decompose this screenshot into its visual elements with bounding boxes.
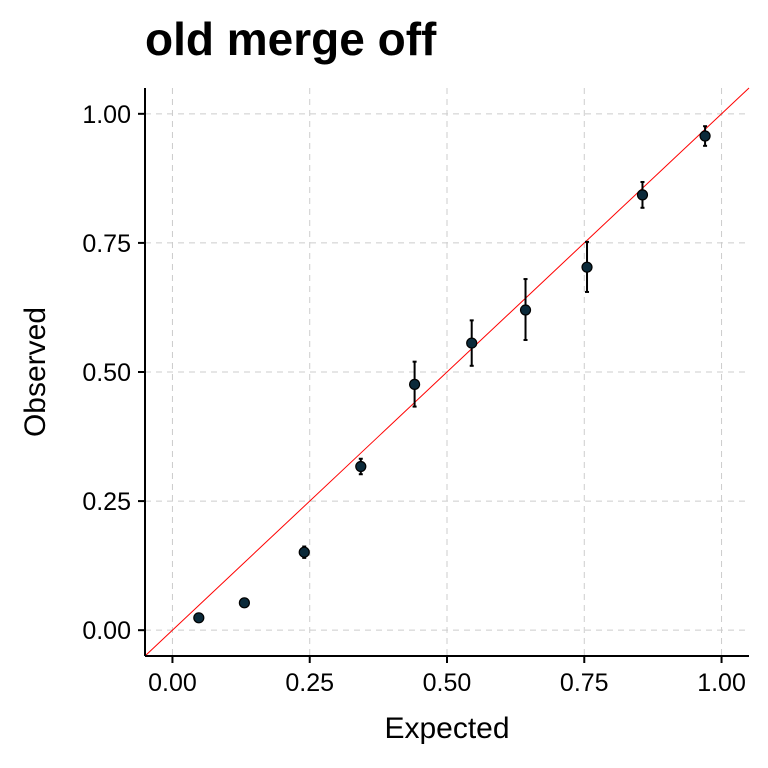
data-point-group-8 — [636, 180, 649, 209]
data-points — [193, 125, 711, 624]
data-point-4 — [409, 378, 421, 390]
y-tick-label-2: 0.50 — [82, 359, 131, 387]
data-point-1 — [238, 597, 250, 609]
data-point-5 — [466, 337, 478, 349]
data-point-group-5 — [466, 319, 478, 367]
data-point-group-4 — [409, 360, 421, 408]
data-point-group-0 — [193, 612, 205, 624]
y-axis-title: Observed — [19, 307, 52, 437]
chart-title: old merge off — [145, 13, 437, 65]
data-point-group-2 — [298, 545, 310, 559]
data-point-8 — [636, 189, 649, 201]
data-point-group-1 — [238, 597, 250, 609]
y-tick-label-3: 0.75 — [82, 230, 131, 258]
data-point-2 — [298, 546, 310, 558]
data-point-0 — [193, 612, 205, 624]
data-point-3 — [355, 460, 367, 473]
data-point-group-7 — [581, 240, 593, 293]
reference-line — [144, 87, 750, 657]
x-tick-label-2: 0.50 — [423, 669, 472, 697]
x-axis-title: Expected — [384, 712, 509, 745]
x-tick-label-0: 0.00 — [148, 669, 197, 697]
x-tick-label-4: 1.00 — [697, 669, 746, 697]
axis-ticks: 0.00 0.25 0.50 0.75 1.00 0.00 0.25 0.50 0.75 1.00 — [82, 101, 746, 697]
y-tick-label-4: 1.00 — [82, 101, 131, 129]
data-point-group-9 — [699, 125, 711, 147]
data-point-7 — [581, 261, 593, 273]
data-point-group-3 — [355, 457, 367, 476]
y-tick-label-1: 0.25 — [82, 488, 131, 516]
y-tick-label-0: 0.00 — [82, 617, 131, 645]
data-point-9 — [699, 130, 711, 142]
x-tick-label-3: 0.75 — [560, 669, 609, 697]
data-point-6 — [519, 304, 532, 316]
x-tick-label-1: 0.25 — [285, 669, 334, 697]
data-point-group-6 — [519, 278, 532, 341]
